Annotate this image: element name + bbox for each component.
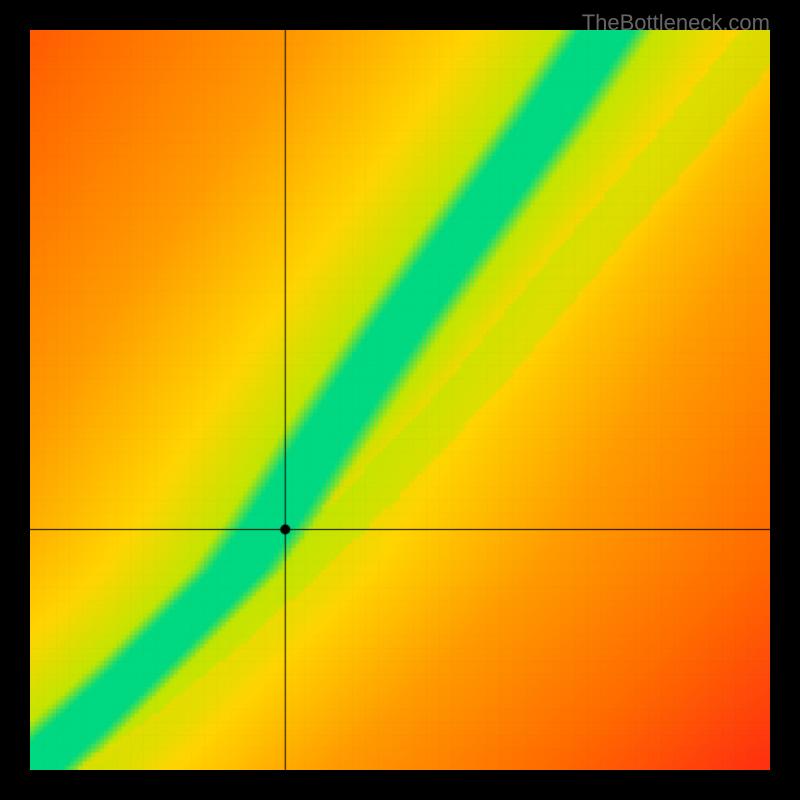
chart-container: { "watermark": "TheBottleneck.com", "cha… xyxy=(0,0,800,800)
watermark-text: TheBottleneck.com xyxy=(582,10,770,36)
bottleneck-heatmap xyxy=(30,30,770,770)
